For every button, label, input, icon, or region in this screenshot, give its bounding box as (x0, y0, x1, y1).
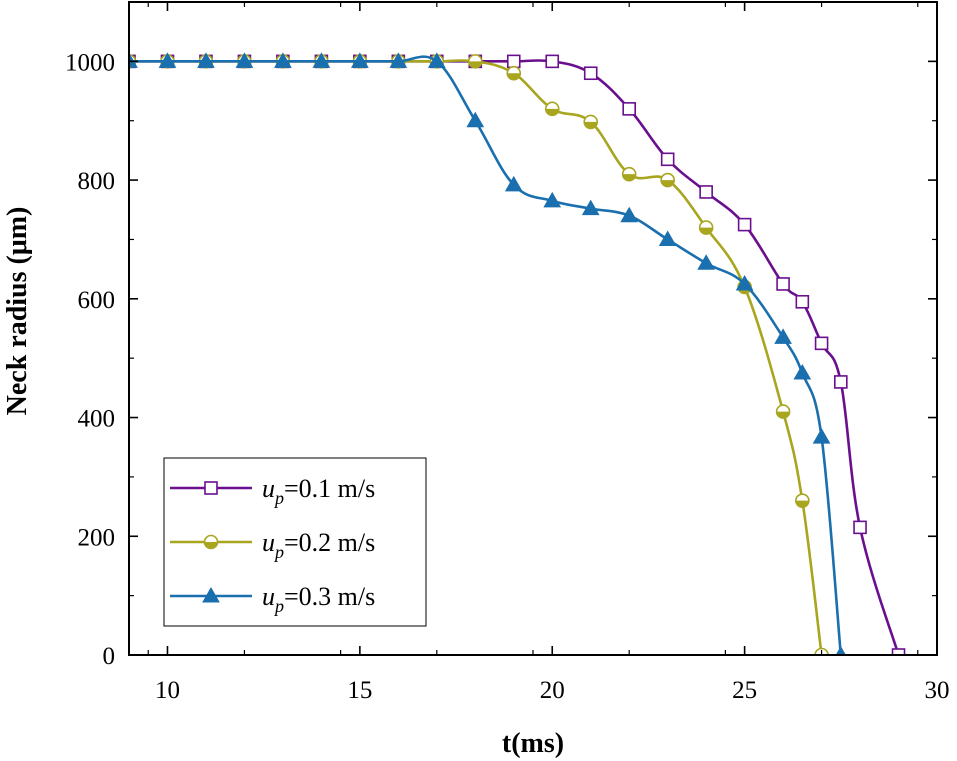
x-tick-label: 20 (540, 677, 565, 704)
series-3-point (274, 52, 292, 68)
legend: up=0.1 m/s up=0.2 m/s up=0.3 m/s (163, 457, 427, 627)
marker-half-fill (622, 174, 636, 181)
series-3-point (389, 52, 408, 68)
legend-entry-3: up=0.3 m/s (170, 582, 375, 616)
x-tick-label: 10 (155, 677, 180, 704)
y-tick-label: 0 (103, 643, 116, 670)
legend-label: up=0.2 m/s (262, 528, 375, 562)
x-tick-label: 30 (925, 677, 950, 704)
series-1-point (795, 294, 810, 309)
series-3-point (504, 175, 523, 192)
series-3-point (793, 364, 812, 380)
series-1-point (853, 520, 867, 535)
y-tick-label: 400 (78, 406, 116, 433)
marker-half-fill (795, 500, 809, 508)
series-2-point (583, 114, 599, 130)
series-3-point (235, 52, 254, 68)
series-2-point (506, 65, 522, 81)
x-tick-label: 15 (347, 677, 372, 704)
series-3-point (129, 52, 138, 68)
tick-labels: 10 15 20 25 30 0 200 400 600 800 1000 (65, 49, 950, 704)
series-3-point (581, 199, 600, 216)
marker-half-fill (661, 180, 675, 187)
series-1-point (622, 102, 636, 116)
series-1-point (506, 54, 521, 69)
legend-label: up=0.1 m/s (262, 474, 375, 508)
series-3-point (197, 52, 215, 68)
y-tick-label: 200 (78, 524, 116, 551)
plot-content (129, 52, 906, 655)
legend-marker (203, 534, 219, 550)
series-1-point (583, 66, 598, 81)
series-3-point (158, 52, 177, 68)
series-3-point (350, 52, 369, 68)
legend-label: up=0.3 m/s (262, 582, 375, 616)
legend-marker (204, 481, 218, 495)
series-3-point (812, 428, 831, 444)
series-3-point (774, 328, 792, 344)
y-tick-label: 800 (78, 168, 116, 195)
series-3-point (466, 111, 485, 128)
series-3-point (658, 230, 677, 246)
series-1-point (891, 648, 906, 655)
series-3-point (312, 52, 331, 68)
series-2-point (698, 220, 714, 235)
legend-entry-2: up=0.2 m/s (170, 528, 375, 562)
series-3-point (427, 52, 446, 68)
series-3-line (129, 55, 843, 655)
y-tick-label: 1000 (65, 49, 115, 76)
series-1-point (814, 336, 829, 351)
marker-half-fill (699, 227, 713, 235)
marker-half-fill (545, 108, 559, 116)
marker-half-fill (204, 542, 218, 549)
series-2-point (544, 101, 560, 117)
series-2-point (775, 404, 791, 419)
series-1-point (737, 217, 752, 232)
series-3-point (620, 206, 639, 223)
x-tick-label: 25 (732, 677, 757, 704)
series-3-point (543, 191, 562, 208)
series-1-point (660, 152, 675, 167)
series-2-point (621, 166, 637, 182)
series-2-point (795, 493, 810, 508)
x-axis-title: t(ms) (502, 728, 564, 759)
y-tick-label: 600 (78, 287, 116, 314)
marker-half-fill (776, 411, 790, 419)
axis-ticks (129, 2, 938, 656)
series-1-point (834, 375, 848, 389)
series-3 (129, 52, 846, 655)
legend-marker (202, 586, 220, 603)
series-3-point (735, 274, 754, 291)
series-1-point (545, 54, 560, 69)
series-1-point (776, 277, 790, 291)
marker-half-fill (507, 73, 521, 80)
series-2-point (660, 172, 675, 188)
marker-half-fill (468, 61, 482, 68)
y-axis-title: Neck radius (μm) (2, 207, 33, 416)
series-3-point (697, 254, 716, 270)
marker-half-fill (584, 121, 598, 129)
legend-entry-1: up=0.1 m/s (170, 474, 375, 508)
series-1-point (699, 185, 713, 199)
series-2-point (467, 54, 483, 69)
